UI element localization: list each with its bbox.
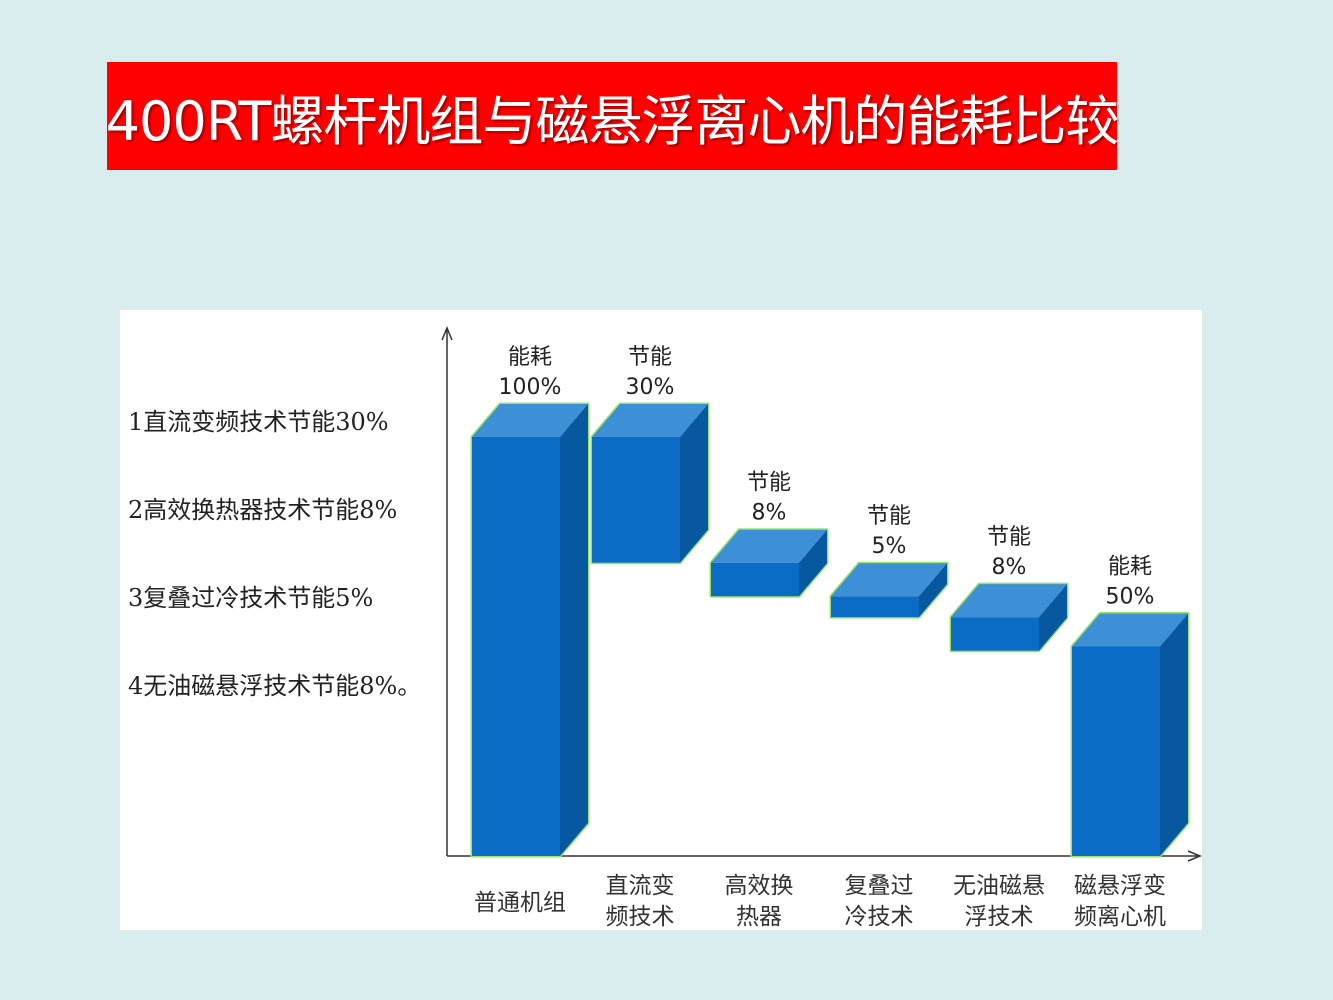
bar-4 <box>949 582 1069 653</box>
bar-front <box>592 437 680 563</box>
bar-2 <box>709 528 829 598</box>
category-label: 复叠过 <box>845 873 914 899</box>
bar-label-top: 节能 <box>867 504 911 529</box>
bar-top <box>1072 613 1188 647</box>
category-label: 普通机组 <box>474 890 566 916</box>
note-item: 1直流变频技术节能30% <box>128 408 389 436</box>
bar-label-value: 100% <box>499 375 562 400</box>
bar-label-top: 节能 <box>987 525 1031 550</box>
slide-title: 400RT螺杆机组与磁悬浮离心机的能耗比较 <box>105 89 1120 153</box>
note-item: 3复叠过冷技术节能5% <box>128 584 374 612</box>
category-label: 高效换 <box>725 873 794 899</box>
bar-front <box>1072 646 1160 856</box>
bar-front <box>711 562 799 597</box>
bar-top <box>711 529 827 563</box>
bar-label-value: 8% <box>752 501 787 526</box>
bar-side <box>560 404 588 856</box>
bar-top <box>472 404 588 437</box>
category-label: 热器 <box>736 904 782 930</box>
bar-label-value: 50% <box>1106 585 1155 610</box>
x-axis-arrow <box>1187 850 1202 862</box>
note-item: 2高效换热器技术节能8% <box>128 496 398 524</box>
y-axis-arrow <box>441 326 453 341</box>
title-banner: 400RT螺杆机组与磁悬浮离心机的能耗比较 <box>105 62 1120 170</box>
bar-side <box>1039 584 1067 651</box>
bar-top <box>592 404 708 437</box>
bar-label-value: 30% <box>626 375 675 400</box>
bar-side <box>799 529 827 597</box>
category-label: 磁悬浮变 <box>1074 873 1166 899</box>
category-label: 无油磁悬 <box>953 873 1045 899</box>
bar-1 <box>590 402 710 565</box>
bar-label-top: 能耗 <box>1108 555 1152 580</box>
category-label: 直流变 <box>606 873 675 899</box>
bar-side <box>919 563 947 618</box>
bar-5 <box>1070 612 1190 858</box>
bar-0 <box>470 402 590 858</box>
bar-front <box>831 596 919 618</box>
bar-label-top: 节能 <box>628 345 672 370</box>
category-label: 频离心机 <box>1074 904 1166 930</box>
note-item: 4无油磁悬浮技术节能8%。 <box>128 672 422 700</box>
bar-side <box>680 404 708 563</box>
bar-front <box>951 617 1039 651</box>
bar-3 <box>829 561 949 619</box>
savings-notes: 1直流变频技术节能30% 2高效换热器技术节能8% 3复叠过冷技术节能5% 4无… <box>128 402 421 754</box>
chart-panel: 1直流变频技术节能30% 2高效换热器技术节能8% 3复叠过冷技术节能5% 4无… <box>120 310 1202 930</box>
bar-label-value: 8% <box>992 555 1027 580</box>
bar-outline <box>829 561 949 619</box>
category-label: 冷技术 <box>845 904 914 930</box>
waterfall-chart: 能耗 100% 普通机组 节能 30% 直流变频技术 节能 8% 高效换热器 节能 5% 复叠过冷技术… <box>441 326 1202 930</box>
bar-front <box>472 437 560 856</box>
bar-label-top: 节能 <box>747 471 791 496</box>
category-label: 浮技术 <box>965 904 1034 930</box>
bar-side <box>1160 613 1188 856</box>
bar-top <box>831 563 947 597</box>
bar-top <box>951 584 1067 618</box>
category-label: 频技术 <box>606 904 675 930</box>
bar-label-value: 5% <box>872 534 907 559</box>
bar-label-top: 能耗 <box>508 345 552 370</box>
